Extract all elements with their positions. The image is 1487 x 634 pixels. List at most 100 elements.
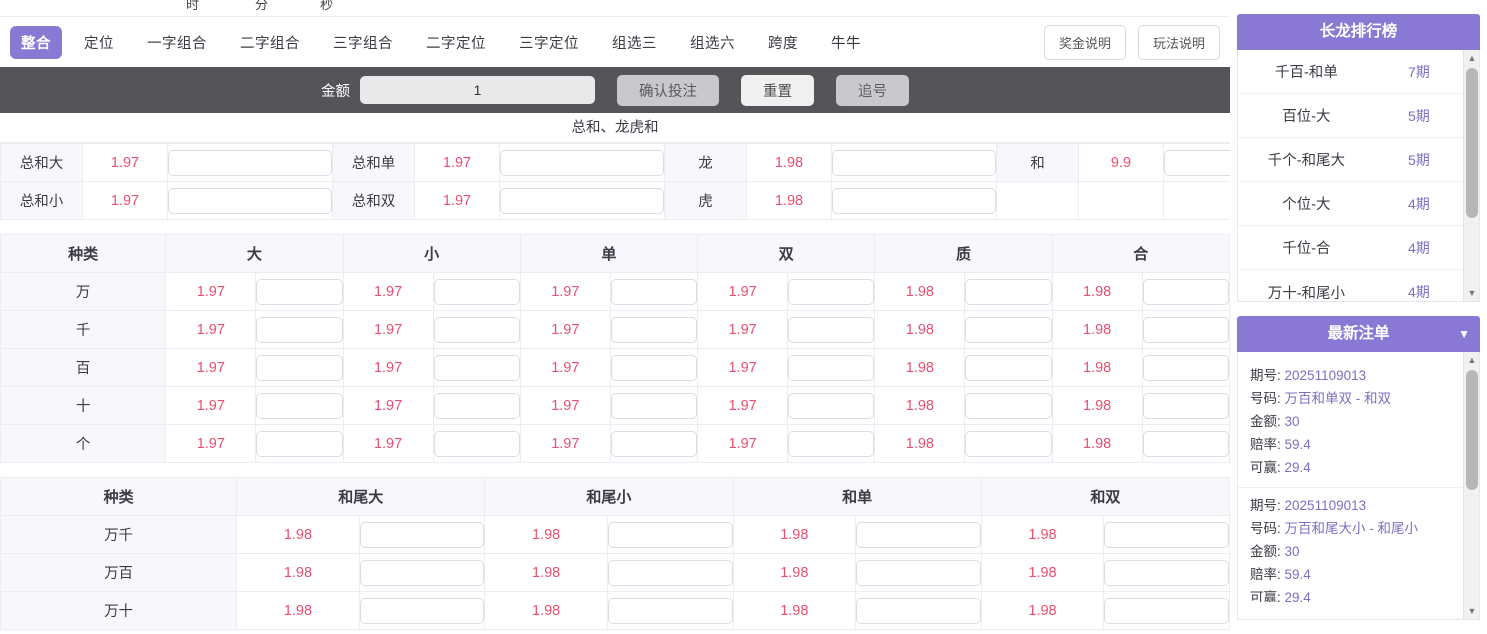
tab-erzi-dingwei[interactable]: 二字定位	[426, 35, 486, 52]
amount-input[interactable]	[360, 76, 595, 104]
bet-amount-input[interactable]	[965, 278, 1052, 305]
tab-zuxuan-san[interactable]: 组选三	[612, 35, 657, 52]
scrollbar-thumb[interactable]	[1466, 68, 1478, 218]
bet-amount-input[interactable]	[788, 392, 875, 419]
tab-kuadu[interactable]: 跨度	[768, 35, 798, 52]
bet-amount-input[interactable]	[610, 354, 698, 381]
bet-odds: 1.97	[519, 272, 611, 311]
bet-amount-input[interactable]	[832, 187, 996, 214]
reset-bet-button[interactable]: 重置	[741, 74, 814, 106]
bet-amount-input[interactable]	[433, 354, 520, 381]
list-item[interactable]: 千个-和尾大 5期	[1238, 138, 1463, 182]
bet-amount-input[interactable]	[788, 430, 875, 457]
bet-amount-input[interactable]	[1104, 521, 1229, 548]
empty-cell	[1163, 181, 1230, 220]
bet-label[interactable]: 虎	[664, 181, 747, 220]
bet-amount-input[interactable]	[610, 392, 698, 419]
list-item[interactable]: 期号: 20251109013 号码: 万百和尾大小 - 和尾小 金额: 30	[1238, 488, 1463, 602]
bet-input-cell	[1141, 424, 1230, 463]
prize-info-button[interactable]: 奖金说明	[1043, 24, 1126, 60]
tab-sanzi-dingwei[interactable]: 三字定位	[519, 35, 579, 52]
bet-amount-input[interactable]	[1142, 430, 1229, 457]
bet-amount-input[interactable]	[856, 597, 981, 624]
bet-amount-input[interactable]	[832, 149, 996, 176]
bet-amount-input[interactable]	[610, 316, 698, 343]
bet-amount-input[interactable]	[359, 521, 485, 548]
list-item[interactable]: 个位-大 4期	[1238, 182, 1463, 226]
chase-bet-button[interactable]: 追号	[836, 74, 909, 106]
bet-amount-input[interactable]	[168, 187, 332, 214]
tab-dingwei[interactable]: 定位	[84, 35, 114, 52]
list-item[interactable]: 百位-大 5期	[1238, 94, 1463, 138]
bet-amount-input[interactable]	[788, 316, 875, 343]
bet-amount-input[interactable]	[359, 597, 485, 624]
bet-amount-input[interactable]	[359, 559, 485, 586]
tab-erzi-zuhe[interactable]: 二字组合	[240, 35, 300, 52]
bet-amount-input[interactable]	[1164, 149, 1230, 176]
bet-amount-input[interactable]	[1104, 559, 1229, 586]
bet-amount-input[interactable]	[856, 559, 981, 586]
bet-label[interactable]: 和	[996, 143, 1079, 182]
bet-amount-input[interactable]	[433, 430, 520, 457]
bet-amount-input[interactable]	[1142, 392, 1229, 419]
empty-cell	[996, 181, 1079, 220]
bet-amount-input[interactable]	[1142, 278, 1229, 305]
tab-zuxuan-liu[interactable]: 组选六	[690, 35, 735, 52]
bet-amount-input[interactable]	[607, 597, 733, 624]
bet-amount-input[interactable]	[965, 392, 1052, 419]
list-item[interactable]: 千位-合 4期	[1238, 226, 1463, 270]
scrollbar-thumb[interactable]	[1466, 370, 1478, 490]
bet-amount-input[interactable]	[788, 354, 875, 381]
bet-amount-input[interactable]	[788, 278, 875, 305]
bet-input-cell	[964, 386, 1053, 425]
bet-label[interactable]: 龙	[664, 143, 747, 182]
list-item[interactable]: 千百-和单 7期	[1238, 50, 1463, 94]
dragon-rank-scrollbar[interactable]: ▲ ▼	[1463, 50, 1479, 301]
bet-amount-input[interactable]	[965, 316, 1052, 343]
bet-amount-input[interactable]	[433, 278, 520, 305]
bet-amount-input[interactable]	[168, 149, 332, 176]
rules-info-button[interactable]: 玩法说明	[1137, 24, 1220, 60]
bet-amount-input[interactable]	[433, 316, 520, 343]
bet-odds: 1.97	[165, 386, 257, 425]
bet-amount-input[interactable]	[607, 521, 733, 548]
bet-amount-input[interactable]	[256, 430, 343, 457]
bet-amount-input[interactable]	[256, 316, 343, 343]
tab-zhenghe[interactable]: 整合	[10, 25, 62, 59]
bet-amount-input[interactable]	[500, 149, 664, 176]
bet-amount-input[interactable]	[433, 392, 520, 419]
minute-unit-label: 分	[255, 0, 269, 12]
bet-amount-input[interactable]	[856, 521, 981, 548]
row-label: 十	[0, 386, 167, 425]
scroll-up-arrow-icon[interactable]: ▲	[1464, 50, 1479, 66]
bet-amount-input[interactable]	[256, 354, 343, 381]
bet-amount-input[interactable]	[610, 278, 698, 305]
chevron-down-icon[interactable]: ▼	[1458, 327, 1470, 341]
list-item[interactable]: 期号: 20251109013 号码: 万百和单双 - 和双 金额: 30	[1238, 358, 1463, 488]
scroll-up-arrow-icon[interactable]: ▲	[1464, 352, 1479, 368]
scroll-down-arrow-icon[interactable]: ▼	[1464, 603, 1479, 619]
bet-amount-input[interactable]	[500, 187, 664, 214]
bet-amount-input[interactable]	[610, 430, 698, 457]
tab-niuniu[interactable]: 牛牛	[831, 35, 861, 52]
bet-label[interactable]: 总和小	[0, 181, 83, 220]
scroll-down-arrow-icon[interactable]: ▼	[1464, 285, 1479, 301]
confirm-bet-button[interactable]: 确认投注	[617, 74, 719, 106]
bet-amount-input[interactable]	[1142, 316, 1229, 343]
tab-sanzi-zuhe[interactable]: 三字组合	[333, 35, 393, 52]
bet-label[interactable]: 总和单	[332, 143, 415, 182]
list-item[interactable]: 万十-和尾小 4期	[1238, 270, 1463, 300]
bet-amount-input[interactable]	[607, 559, 733, 586]
bet-label[interactable]: 总和双	[332, 181, 415, 220]
bet-amount-input[interactable]	[965, 354, 1052, 381]
bet-input-cell	[1103, 515, 1230, 554]
bet-amount-input[interactable]	[1104, 597, 1229, 624]
bet-amount-input[interactable]	[256, 278, 343, 305]
tab-yizi-zuhe[interactable]: 一字组合	[147, 35, 207, 52]
bet-label[interactable]: 总和大	[0, 143, 83, 182]
bet-amount-input[interactable]	[965, 430, 1052, 457]
bet-amount-input[interactable]	[256, 392, 343, 419]
bet-amount-input[interactable]	[1142, 354, 1229, 381]
latest-bets-scrollbar[interactable]: ▲ ▼	[1463, 352, 1479, 619]
col-header-dan: 单	[519, 234, 699, 273]
